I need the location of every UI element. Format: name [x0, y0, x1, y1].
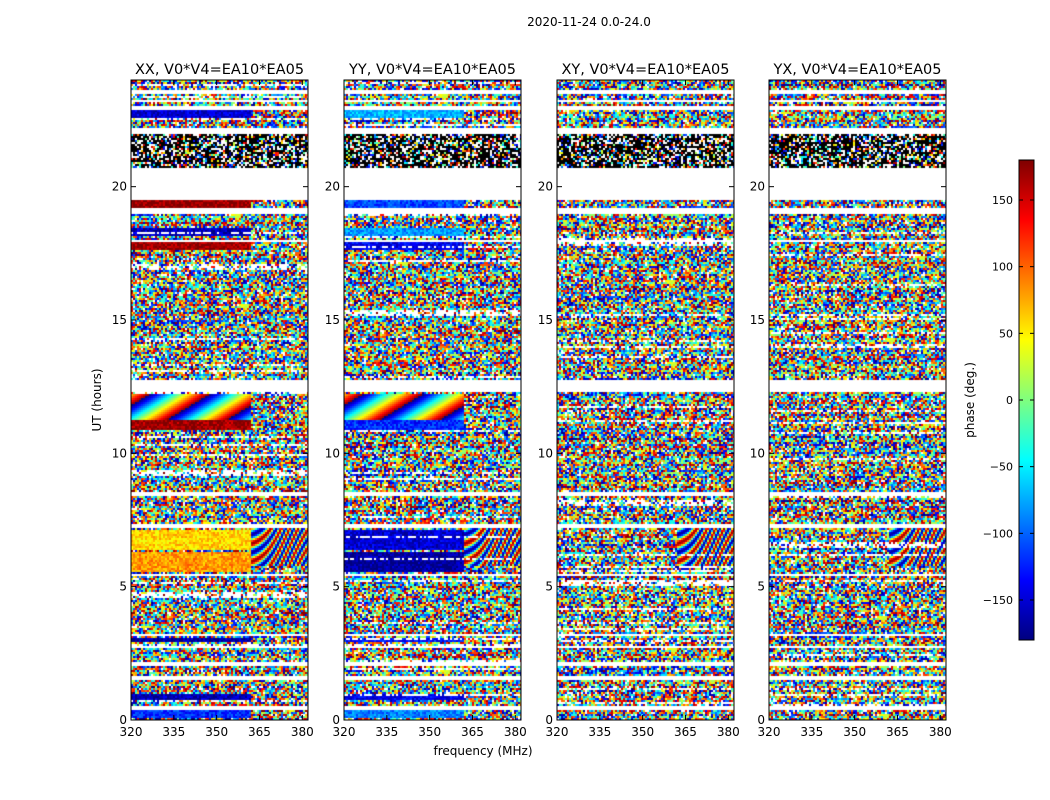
- y-tick-label: 5: [119, 580, 127, 594]
- x-tick-label: 380: [291, 725, 314, 739]
- x-tick-label: 320: [333, 725, 356, 739]
- x-tick-label: 320: [758, 725, 781, 739]
- y-tick-label: 20: [325, 180, 340, 194]
- heatmap-image: [344, 80, 521, 720]
- y-tick-label: 10: [112, 446, 127, 460]
- x-tick-label: 380: [504, 725, 527, 739]
- y-tick-label: 10: [750, 446, 765, 460]
- y-tick-label: 0: [545, 713, 553, 727]
- panel-frame: [768, 79, 947, 721]
- x-tick-label: 335: [800, 725, 823, 739]
- colorbar: −150 −100 −50 0 50 100 150: [983, 159, 1035, 641]
- x-tick-label: 350: [205, 725, 228, 739]
- panel-frame: [343, 79, 522, 721]
- x-tick-label: 335: [375, 725, 398, 739]
- x-tick-label: 365: [886, 725, 909, 739]
- panel-title: XX, V0*V4=EA10*EA05: [135, 62, 304, 78]
- panel-frame: [130, 79, 309, 721]
- y-tick-label: 5: [757, 580, 765, 594]
- x-tick-label: 365: [674, 725, 697, 739]
- heatmap-image: [557, 80, 734, 720]
- y-tick-label: 15: [112, 313, 127, 327]
- panel: YY, V0*V4=EA10*EA05 320 335 350 365 380 0 5 10 15…: [325, 62, 527, 739]
- x-tick-label: 365: [461, 725, 484, 739]
- y-tick-label: 15: [750, 313, 765, 327]
- figure-title: 2020-11-24 0.0-24.0: [527, 15, 651, 29]
- panel: YX, V0*V4=EA10*EA05 320 335 350 365 380 0 5 10 15…: [750, 62, 952, 739]
- y-tick-label: 20: [750, 180, 765, 194]
- panel-title: YX, V0*V4=EA10*EA05: [772, 62, 941, 78]
- y-tick-label: 0: [119, 713, 127, 727]
- x-tick-label: 350: [631, 725, 654, 739]
- heatmap-image: [131, 80, 308, 720]
- x-tick-label: 365: [248, 725, 271, 739]
- heatmap-image: [769, 80, 946, 720]
- colorbar-label: phase (deg.): [963, 362, 977, 438]
- colorbar-tick-label: −100: [983, 527, 1013, 540]
- y-tick-label: 10: [325, 446, 340, 460]
- panel-title: YY, V0*V4=EA10*EA05: [348, 62, 516, 78]
- y-tick-label: 0: [757, 713, 765, 727]
- x-tick-label: 380: [717, 725, 740, 739]
- y-tick-label: 5: [332, 580, 340, 594]
- colorbar-tick-label: −150: [983, 594, 1013, 607]
- panel-title: XY, V0*V4=EA10*EA05: [561, 62, 729, 78]
- x-tick-label: 335: [588, 725, 611, 739]
- colorbar-tick-label: 150: [992, 194, 1013, 207]
- colorbar-tick-label: 0: [1006, 394, 1013, 407]
- colorbar-tick-label: −50: [990, 461, 1013, 474]
- y-tick-label: 0: [332, 713, 340, 727]
- colorbar-tick-label: 100: [992, 261, 1013, 274]
- panel: XX, V0*V4=EA10*EA05 320 335 350 365 380 0 5 10 15…: [112, 62, 314, 739]
- y-tick-label: 5: [545, 580, 553, 594]
- x-axis-label: frequency (MHz): [433, 744, 532, 758]
- y-tick-label: 20: [538, 180, 553, 194]
- colorbar-tick-label: 50: [999, 327, 1013, 340]
- x-tick-label: 320: [546, 725, 569, 739]
- panel: XY, V0*V4=EA10*EA05 320 335 350 365 380 0 5 10 15…: [538, 62, 740, 739]
- y-tick-label: 15: [325, 313, 340, 327]
- y-axis-label: UT (hours): [90, 368, 104, 431]
- x-tick-label: 350: [418, 725, 441, 739]
- y-tick-label: 15: [538, 313, 553, 327]
- panel-frame: [556, 79, 735, 721]
- x-tick-label: 380: [929, 725, 952, 739]
- x-tick-label: 335: [162, 725, 185, 739]
- y-tick-label: 10: [538, 446, 553, 460]
- y-tick-label: 20: [112, 180, 127, 194]
- x-tick-label: 350: [843, 725, 866, 739]
- x-tick-label: 320: [120, 725, 143, 739]
- panels: XX, V0*V4=EA10*EA05 320 335 350 365 380 0 5 10 15…: [112, 62, 952, 739]
